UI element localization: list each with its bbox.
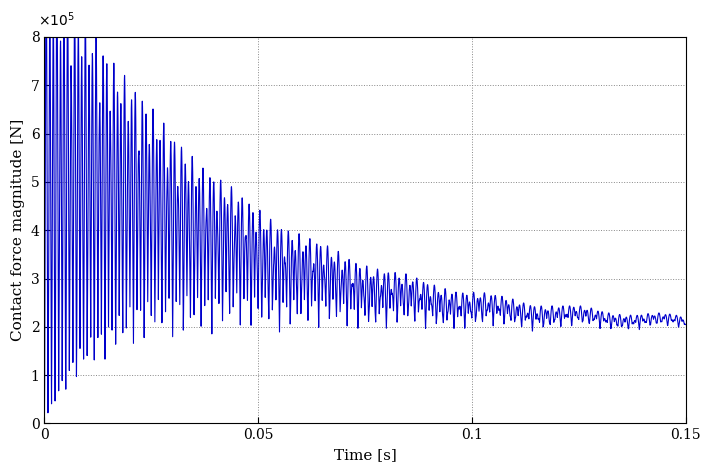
X-axis label: Time [s]: Time [s] (334, 448, 397, 462)
Text: $\times 10^5$: $\times 10^5$ (38, 11, 75, 29)
Y-axis label: Contact force magnitude [N]: Contact force magnitude [N] (11, 119, 25, 342)
